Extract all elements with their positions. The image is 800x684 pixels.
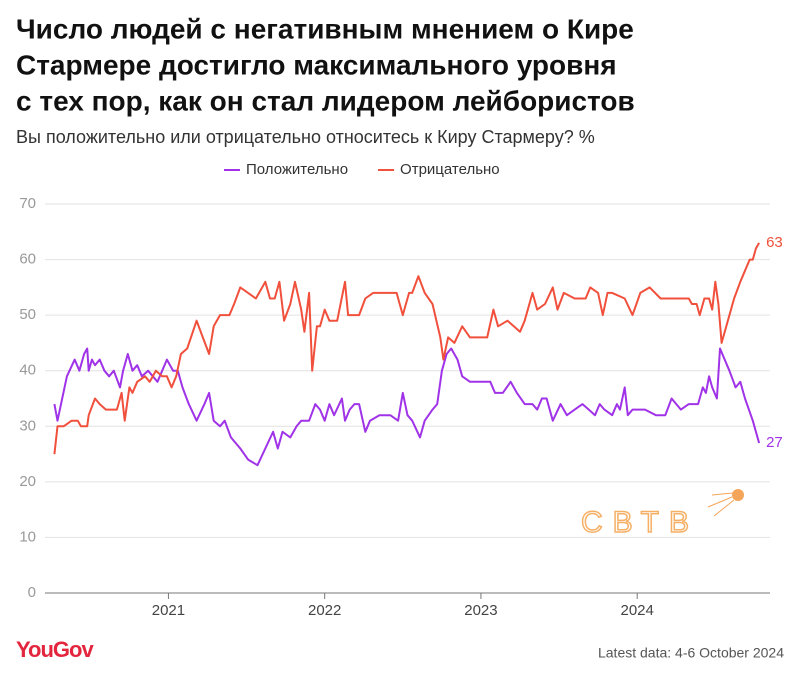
y-tick-label: 50: [19, 306, 36, 323]
y-tick-label: 10: [19, 528, 36, 545]
series-line: [53, 242, 760, 455]
x-tick-label: 2023: [464, 602, 497, 619]
end-label: 27: [766, 434, 783, 451]
y-tick-label: 20: [19, 473, 36, 490]
chart-title: Стармере достигло максимального уровня: [16, 49, 617, 80]
series-line: [53, 347, 761, 467]
chart-subtitle: Вы положительно или отрицательно относит…: [16, 127, 595, 147]
end-label: 63: [766, 234, 783, 251]
logo: YouGov: [16, 637, 94, 662]
x-tick-label: 2021: [152, 602, 185, 619]
y-tick-label: 70: [19, 195, 36, 212]
x-tick-label: 2022: [308, 602, 341, 619]
x-tick-label: 2024: [621, 602, 654, 619]
legend-label: Отрицательно: [400, 161, 500, 178]
footnote: Latest data: 4-6 October 2024: [598, 645, 784, 661]
legend-label: Положительно: [246, 161, 348, 178]
chart-title: Число людей с негативным мнением о Кире: [16, 13, 634, 44]
y-tick-label: 30: [19, 417, 36, 434]
watermark: СВТВ: [581, 506, 699, 539]
watermark-icon: [707, 489, 744, 517]
y-tick-label: 40: [19, 362, 36, 379]
chart-title: с тех пор, как он стал лидером лейборист…: [16, 85, 635, 116]
y-tick-label: 60: [19, 251, 36, 268]
y-tick-label: 0: [28, 584, 36, 601]
